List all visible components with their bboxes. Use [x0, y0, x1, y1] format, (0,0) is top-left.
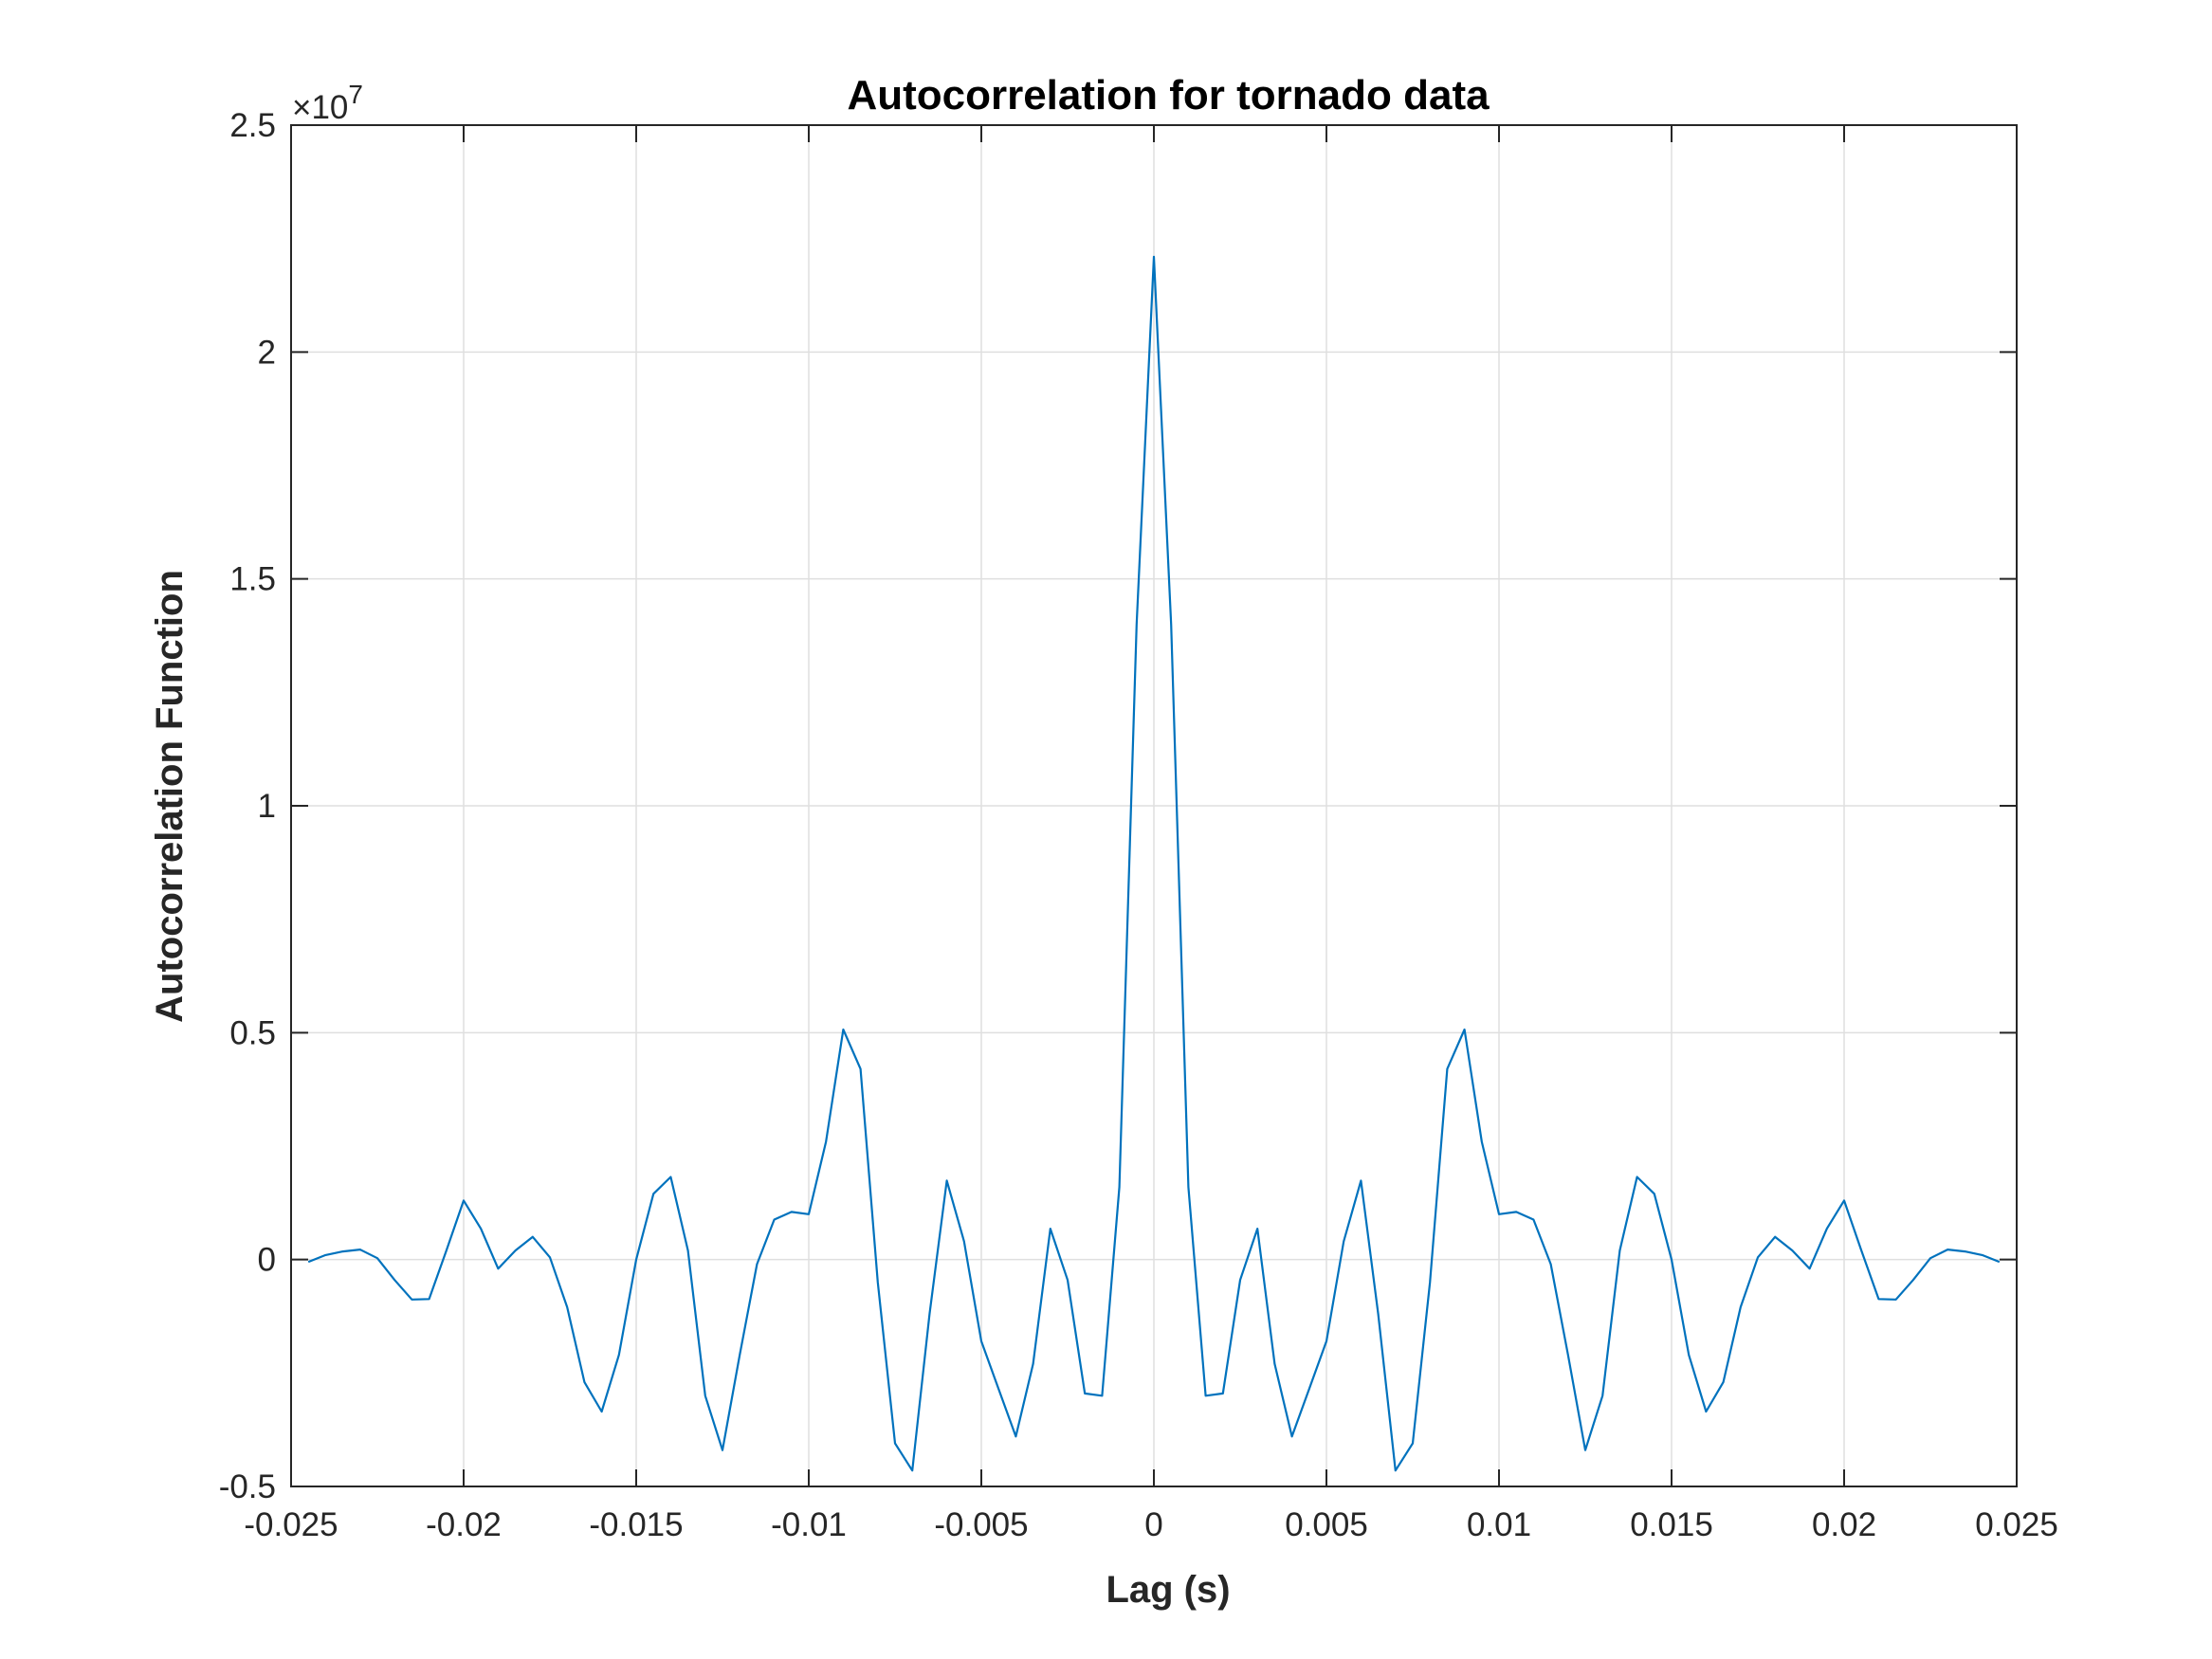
y-tick-label: 0 [258, 1242, 276, 1279]
x-tick-label: 0.015 [1630, 1506, 1713, 1543]
y-tick-label: -0.5 [219, 1468, 276, 1505]
chart-title: Autocorrelation for tornado data [847, 72, 1490, 118]
y-tick-label: 0.5 [229, 1014, 276, 1051]
x-tick-label: -0.005 [934, 1506, 1028, 1543]
x-tick-label: -0.025 [244, 1506, 338, 1543]
x-tick-label: 0.02 [1812, 1506, 1876, 1543]
x-tick-label: -0.02 [426, 1506, 502, 1543]
series-points [308, 256, 2000, 1471]
y-tick-labels: -0.5 0 0.5 1 1.5 2 2.5 [219, 107, 276, 1505]
y-tick-label: 2.5 [229, 107, 276, 144]
x-axis-title: Lag (s) [1106, 1569, 1230, 1611]
x-tick-label: 0.01 [1467, 1506, 1531, 1543]
y-tick-label: 1 [258, 788, 276, 825]
axis-ticks [290, 124, 2018, 1487]
x-tick-label: 0.025 [1975, 1506, 2058, 1543]
x-tick-label: 0.005 [1285, 1506, 1368, 1543]
y-axis-exponent-label: ×107 [292, 80, 363, 126]
x-tick-labels: -0.025 -0.02 -0.015 -0.01 -0.005 0 0.005 0.01 0.… [244, 1506, 2057, 1543]
y-tick-label: 2 [258, 334, 276, 371]
y-tick-label: 1.5 [229, 561, 276, 598]
y-axis-title: Autocorrelation Function [149, 570, 191, 1023]
x-tick-label: -0.015 [589, 1506, 683, 1543]
x-tick-label: 0 [1144, 1506, 1162, 1543]
x-tick-label: -0.01 [771, 1506, 847, 1543]
